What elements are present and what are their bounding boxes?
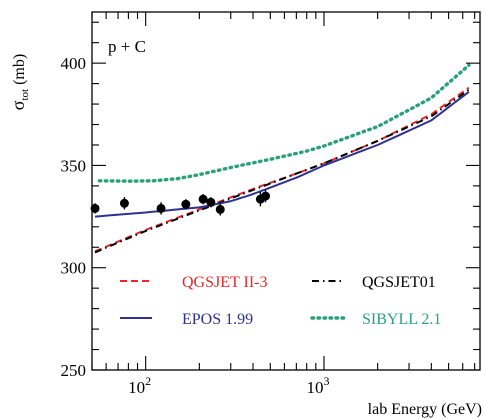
y-tick-label: 350	[61, 156, 87, 175]
plot-frame	[91, 11, 481, 371]
x-tick-label: 103	[306, 374, 329, 397]
legend-entry: QGSJET II-3	[120, 274, 267, 291]
legend: QGSJET II-3 QGSJET01 EPOS 1.99 SIBYLL 2.1	[120, 274, 441, 328]
legend-label: EPOS 1.99	[182, 311, 253, 328]
series-line-sibyll-2-1	[97, 63, 471, 183]
y-axis-unit: (mb)	[11, 54, 28, 85]
measurement-points	[90, 189, 271, 216]
y-tick-label: 300	[61, 259, 87, 278]
y-axis-title: σtot (mb)	[8, 54, 31, 110]
y-axis-subscript: tot	[19, 89, 31, 101]
y-tick-label: 250	[61, 361, 87, 380]
tick-labels: 250 300 350 400 102 103	[61, 54, 330, 397]
data-point	[261, 189, 271, 203]
series-line-qgsjet-ii-3	[94, 86, 470, 253]
data-point	[119, 197, 129, 210]
x-axis-title: lab Energy (GeV)	[368, 401, 482, 418]
y-axis-symbol: σ	[8, 100, 28, 110]
legend-label: QGSJET II-3	[182, 274, 267, 291]
legend-label: SIBYLL 2.1	[362, 311, 441, 328]
legend-entry: SIBYLL 2.1	[310, 311, 441, 328]
legend-label: QGSJET01	[362, 274, 436, 291]
data-point	[181, 199, 191, 210]
y-tick-label: 400	[61, 54, 87, 73]
data-point	[156, 202, 166, 215]
legend-entry: EPOS 1.99	[120, 311, 253, 328]
data-point	[198, 194, 208, 205]
legend-entry: QGSJET01	[312, 274, 436, 291]
series-line-epos-1-99	[94, 91, 470, 218]
x-tick-label: 102	[128, 374, 151, 397]
data-point	[206, 197, 216, 208]
data-point	[215, 203, 225, 216]
series-curves	[94, 63, 471, 254]
reaction-annotation: p + C	[108, 37, 146, 56]
axis-ticks	[91, 12, 480, 371]
series-line-qgsjet01	[94, 88, 470, 254]
